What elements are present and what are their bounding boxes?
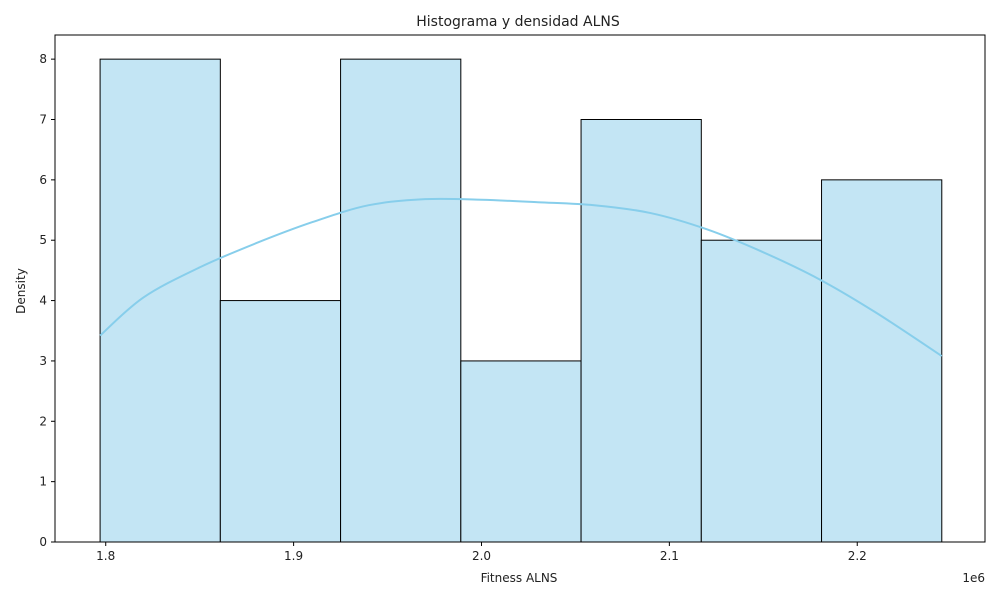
y-tick-label: 2: [39, 414, 47, 428]
histogram-bar: [580, 119, 702, 543]
y-tick-label: 0: [39, 535, 47, 549]
x-axis-title: Fitness ALNS: [481, 571, 558, 585]
histogram-bar: [821, 179, 943, 543]
y-tick-label: 8: [39, 52, 47, 66]
histogram-bar: [99, 58, 221, 543]
y-tick-label: 3: [39, 354, 47, 368]
histogram-bars: [99, 58, 943, 543]
x-tick-label: 1.8: [96, 549, 115, 563]
histogram-bar: [700, 239, 823, 543]
chart-title: Histograma y densidad ALNS: [416, 14, 620, 30]
y-tick-label: 1: [39, 475, 47, 489]
y-axis-ticks: 0 1 2 3 4 5 6 7 8: [39, 52, 55, 549]
x-tick-label: 2.2: [848, 549, 867, 563]
x-tick-label: 2.1: [660, 549, 679, 563]
y-axis-title: Density: [14, 268, 28, 314]
plot-frame: [54, 34, 986, 543]
y-tick-label: 6: [39, 173, 47, 187]
y-tick-label: 7: [39, 113, 47, 127]
histogram-bar: [340, 58, 462, 543]
histogram-bar: [460, 360, 582, 543]
y-tick-label: 4: [39, 294, 47, 308]
x-axis-ticks: 1.8 1.9 2.0 2.1 2.2: [96, 542, 867, 563]
x-axis-offset-label: 1e6: [962, 571, 985, 585]
y-tick-label: 5: [39, 233, 47, 247]
histogram-bar: [219, 300, 342, 543]
x-tick-label: 1.9: [284, 549, 303, 563]
kde-curve: [99, 197, 943, 357]
x-tick-label: 2.0: [472, 549, 491, 563]
